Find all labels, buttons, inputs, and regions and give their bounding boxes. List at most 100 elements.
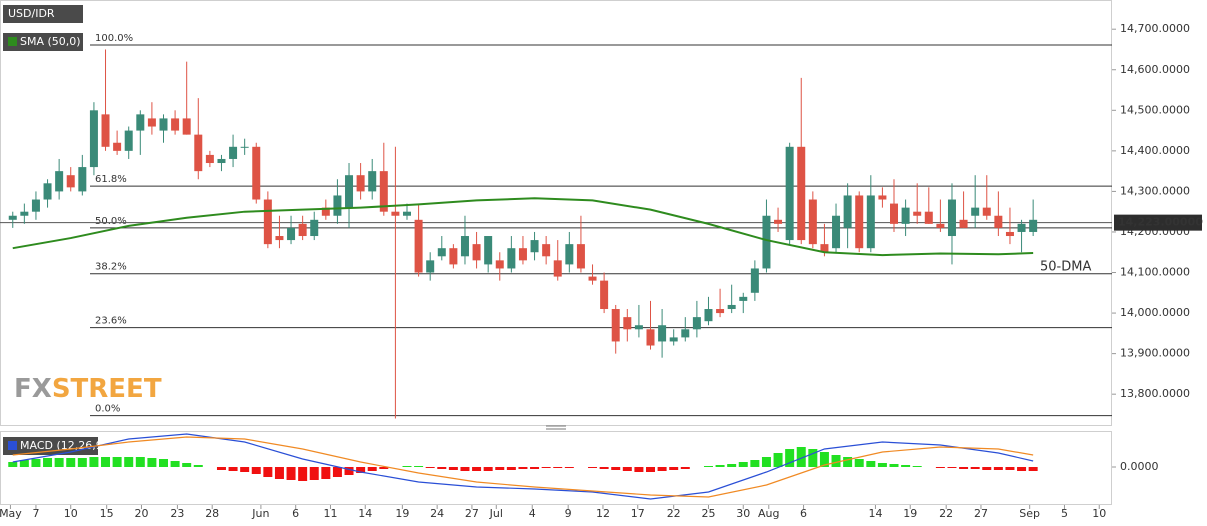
x-tick-label: 5	[1061, 507, 1068, 520]
candle-body	[402, 211, 411, 216]
macd-bar	[982, 467, 992, 470]
candle-body	[982, 207, 991, 216]
candle-body	[379, 171, 388, 212]
y-tick-label: 13,800.0000	[1120, 387, 1190, 400]
macd-bar	[402, 466, 412, 467]
macd-bar	[240, 467, 250, 472]
x-tick-label: 24	[430, 507, 444, 520]
macd-bar	[437, 467, 447, 469]
x-tick-label: Sep	[1019, 507, 1040, 520]
macd-bar	[761, 457, 771, 467]
macd-bar	[553, 467, 563, 468]
candle-body	[194, 134, 203, 172]
x-tick-label: Jun	[251, 507, 269, 520]
macd-bar	[518, 467, 528, 469]
candle-body	[1005, 231, 1014, 237]
macd-bar	[808, 449, 818, 467]
fib-label: 61.8%	[95, 174, 127, 185]
candle-body	[634, 325, 643, 330]
macd-bar	[889, 464, 899, 467]
candle-body	[530, 240, 539, 253]
macd-bar	[31, 459, 41, 467]
symbol-box	[3, 5, 83, 23]
macd-bar	[657, 467, 667, 471]
candle-body	[89, 110, 98, 168]
macd-bar	[854, 459, 864, 467]
macd-bar	[796, 447, 806, 467]
macd-bar	[634, 467, 644, 472]
candle-body	[808, 199, 817, 245]
candle-body	[101, 114, 110, 147]
candle-body	[843, 195, 852, 228]
y-tick-label: 14,500.0000	[1120, 103, 1190, 116]
candle-body	[820, 244, 829, 253]
x-tick-label: 9	[565, 507, 572, 520]
candle-body	[727, 304, 736, 310]
x-tick-label: 6	[800, 507, 807, 520]
candle-body	[449, 248, 458, 265]
symbol: USD/IDR	[8, 7, 55, 20]
macd-bar	[506, 467, 516, 470]
candle-body	[576, 244, 585, 269]
macd-bar	[8, 462, 18, 467]
x-tick-label: 7	[32, 507, 39, 520]
x-tick-label: 27	[465, 507, 479, 520]
candle-body	[681, 329, 690, 338]
candle-body	[426, 260, 435, 273]
candle-body	[762, 215, 771, 269]
macd-bar	[935, 467, 945, 468]
macd-bar	[530, 467, 540, 469]
macd-bar	[819, 452, 829, 467]
candle-body	[345, 175, 354, 208]
candle-body	[55, 171, 64, 192]
macd-bar	[89, 457, 99, 467]
x-tick-label: Aug	[758, 507, 779, 520]
fib-label: 0.0%	[95, 404, 120, 415]
macd-bar	[970, 467, 980, 469]
candle-body	[310, 219, 319, 237]
candle-body	[739, 296, 748, 301]
macd-bar	[611, 467, 621, 470]
macd-bar	[158, 459, 168, 467]
candle-body	[20, 211, 29, 216]
price-panel	[0, 0, 1112, 426]
y-tick-label: 13,900.0000	[1120, 347, 1190, 360]
logo-fx: FX	[14, 374, 52, 404]
x-tick-label: 30	[736, 507, 750, 520]
candle-body	[646, 329, 655, 346]
x-tick-label: 15	[100, 507, 114, 520]
macd-bar	[228, 467, 238, 471]
candle-body	[333, 195, 342, 216]
candle-body	[832, 215, 841, 249]
x-tick-label: Jul	[489, 507, 503, 520]
macd-bar	[715, 465, 725, 467]
macd-bar	[309, 467, 319, 480]
candle-body	[263, 199, 272, 245]
sma-box	[3, 33, 83, 51]
sma-label: 50-DMA	[1040, 260, 1091, 275]
x-tick-label: 10	[1092, 507, 1106, 520]
candle-body	[171, 118, 180, 131]
macd-bar	[877, 463, 887, 467]
x-tick-label: 19	[903, 507, 917, 520]
macd-bar	[66, 458, 76, 467]
macd-swatch	[8, 441, 17, 450]
macd-bar	[599, 467, 609, 469]
candle-body	[368, 171, 377, 192]
fib-label: 100.0%	[95, 33, 133, 44]
macd-bar	[135, 457, 145, 467]
y-tick-label: 14,000.0000	[1120, 306, 1190, 319]
macd-bar	[182, 463, 192, 467]
macd-bar	[251, 467, 261, 474]
macd-bar	[669, 467, 679, 470]
candle-body	[669, 337, 678, 342]
macd-bar	[286, 467, 296, 480]
macd-bar	[19, 460, 29, 467]
candle-body	[414, 219, 423, 273]
macd-bar	[703, 466, 713, 467]
sma-legend: SMA (50,0)	[20, 35, 81, 48]
candle-body	[8, 215, 17, 220]
candle-body	[66, 175, 75, 188]
candle-body	[229, 146, 238, 159]
